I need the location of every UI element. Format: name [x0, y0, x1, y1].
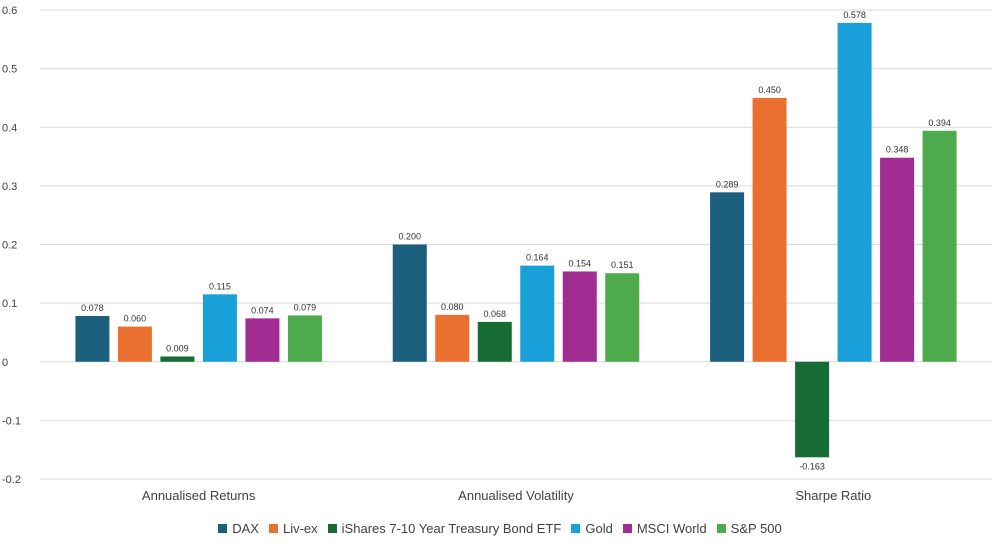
data-label: 0.348 — [886, 145, 909, 155]
y-tick-label: 0.3 — [2, 181, 17, 193]
data-label: 0.151 — [611, 260, 634, 270]
y-axis-ticks: -0.2 -0.1 0 0.1 0.2 0.3 0.4 0.5 0.6 — [2, 5, 21, 486]
y-tick-label: 0.4 — [2, 122, 17, 134]
data-label: 0.394 — [928, 118, 951, 128]
bar — [202, 294, 237, 362]
bar — [75, 316, 110, 362]
legend-item: iShares 7-10 Year Treasury Bond ETF — [327, 521, 562, 536]
bar — [392, 244, 427, 362]
legend-label: DAX — [232, 521, 259, 536]
legend-swatch — [327, 524, 337, 533]
legend-label: Liv-ex — [282, 521, 318, 536]
legend-item: Liv-ex — [268, 521, 318, 536]
data-label: 0.289 — [716, 179, 739, 189]
data-label: 0.154 — [568, 258, 591, 268]
bar — [837, 22, 872, 362]
bar — [477, 321, 512, 362]
bar — [287, 315, 322, 362]
y-tick-label: -0.2 — [2, 474, 21, 486]
data-label: 0.200 — [398, 232, 421, 242]
bar — [160, 356, 195, 362]
y-tick-label: 0 — [2, 357, 8, 369]
y-tick-label: 0.1 — [2, 298, 17, 310]
legend-item: DAX — [218, 521, 259, 536]
gridlines — [40, 9, 992, 480]
data-label: 0.068 — [483, 309, 506, 319]
legend-item: MSCI World — [622, 521, 707, 536]
bar-chart: -0.2-0.100.10.20.30.40.50.6 0.0780.0600.… — [2, 5, 992, 503]
bar — [605, 273, 640, 362]
legend-label: iShares 7-10 Year Treasury Bond ETF — [341, 521, 562, 536]
x-axis-categories: Annualised Returns Annualised Volatility S… — [142, 488, 871, 503]
bar — [245, 318, 280, 362]
bar — [880, 157, 915, 362]
data-label: 0.080 — [441, 302, 464, 312]
legend-swatch — [268, 524, 278, 533]
data-label: 0.060 — [124, 314, 147, 324]
data-labels: 0.078 0.060 0.009 0.115 0.074 0.079 0.200 0.080… — [81, 10, 951, 471]
bar — [117, 326, 152, 362]
data-label: -0.163 — [799, 461, 825, 471]
bar — [435, 314, 470, 362]
legend-swatch — [622, 524, 632, 533]
y-tick-label: -0.1 — [2, 415, 21, 427]
bar — [752, 97, 787, 362]
legend-swatch — [716, 524, 726, 533]
legend-label: S&P 500 — [730, 521, 782, 536]
legend-label: Gold — [585, 521, 613, 536]
category-label: Annualised Volatility — [458, 488, 574, 503]
y-tick-label: 0.6 — [2, 5, 17, 17]
y-tick-label: 0.2 — [2, 240, 17, 252]
legend-swatch — [571, 524, 581, 533]
chart-legend: DAX Liv-ex iShares 7-10 Year Treasury Bond… — [0, 521, 1000, 536]
data-label: 0.079 — [294, 302, 317, 312]
bars — [75, 22, 957, 458]
bar — [562, 271, 597, 362]
data-label: 0.450 — [758, 85, 781, 95]
data-label: 0.578 — [843, 10, 866, 20]
legend-label: MSCI World — [636, 521, 707, 536]
data-label: 0.009 — [166, 343, 189, 353]
data-label: 0.078 — [81, 303, 104, 313]
legend-item: Gold — [571, 521, 613, 536]
legend-item: S&P 500 — [716, 521, 782, 536]
y-tick-label: 0.5 — [2, 64, 17, 76]
bar — [520, 265, 555, 362]
data-label: 0.074 — [251, 305, 274, 315]
category-label: Sharpe Ratio — [795, 488, 871, 503]
data-label: 0.115 — [209, 281, 231, 291]
category-label: Annualised Returns — [142, 488, 256, 503]
bar — [795, 361, 830, 458]
legend-swatch — [218, 524, 228, 533]
bar — [922, 130, 957, 362]
bar — [710, 192, 745, 362]
data-label: 0.164 — [526, 253, 549, 263]
